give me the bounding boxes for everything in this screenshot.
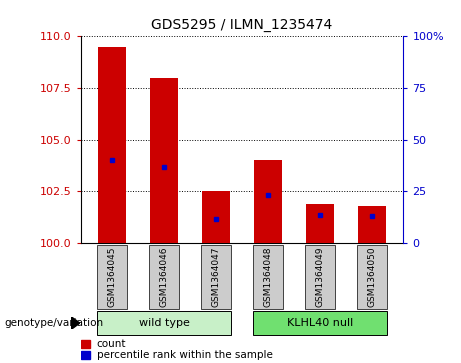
Bar — [253, 311, 387, 335]
Bar — [358, 206, 386, 243]
Text: GSM1364049: GSM1364049 — [316, 246, 325, 307]
Title: GDS5295 / ILMN_1235474: GDS5295 / ILMN_1235474 — [151, 19, 333, 33]
Text: GSM1364046: GSM1364046 — [160, 246, 168, 307]
Text: GSM1364047: GSM1364047 — [212, 246, 220, 307]
Bar — [98, 46, 126, 243]
Polygon shape — [71, 317, 80, 329]
Bar — [254, 160, 282, 243]
Bar — [202, 191, 230, 243]
Text: KLHL40 null: KLHL40 null — [287, 318, 353, 328]
Bar — [97, 311, 231, 335]
Bar — [306, 204, 334, 243]
Text: GSM1364045: GSM1364045 — [107, 246, 117, 307]
Text: percentile rank within the sample: percentile rank within the sample — [97, 350, 273, 360]
Bar — [81, 340, 90, 348]
Bar — [81, 351, 90, 359]
Text: GSM1364048: GSM1364048 — [264, 246, 272, 307]
Text: genotype/variation: genotype/variation — [5, 318, 104, 328]
Bar — [149, 245, 179, 309]
Bar — [253, 245, 283, 309]
Bar — [201, 245, 231, 309]
Bar — [97, 245, 127, 309]
Text: wild type: wild type — [138, 318, 189, 328]
Text: GSM1364050: GSM1364050 — [367, 246, 377, 307]
Bar — [305, 245, 335, 309]
Text: count: count — [97, 339, 126, 349]
Bar — [150, 78, 178, 243]
Bar — [357, 245, 387, 309]
